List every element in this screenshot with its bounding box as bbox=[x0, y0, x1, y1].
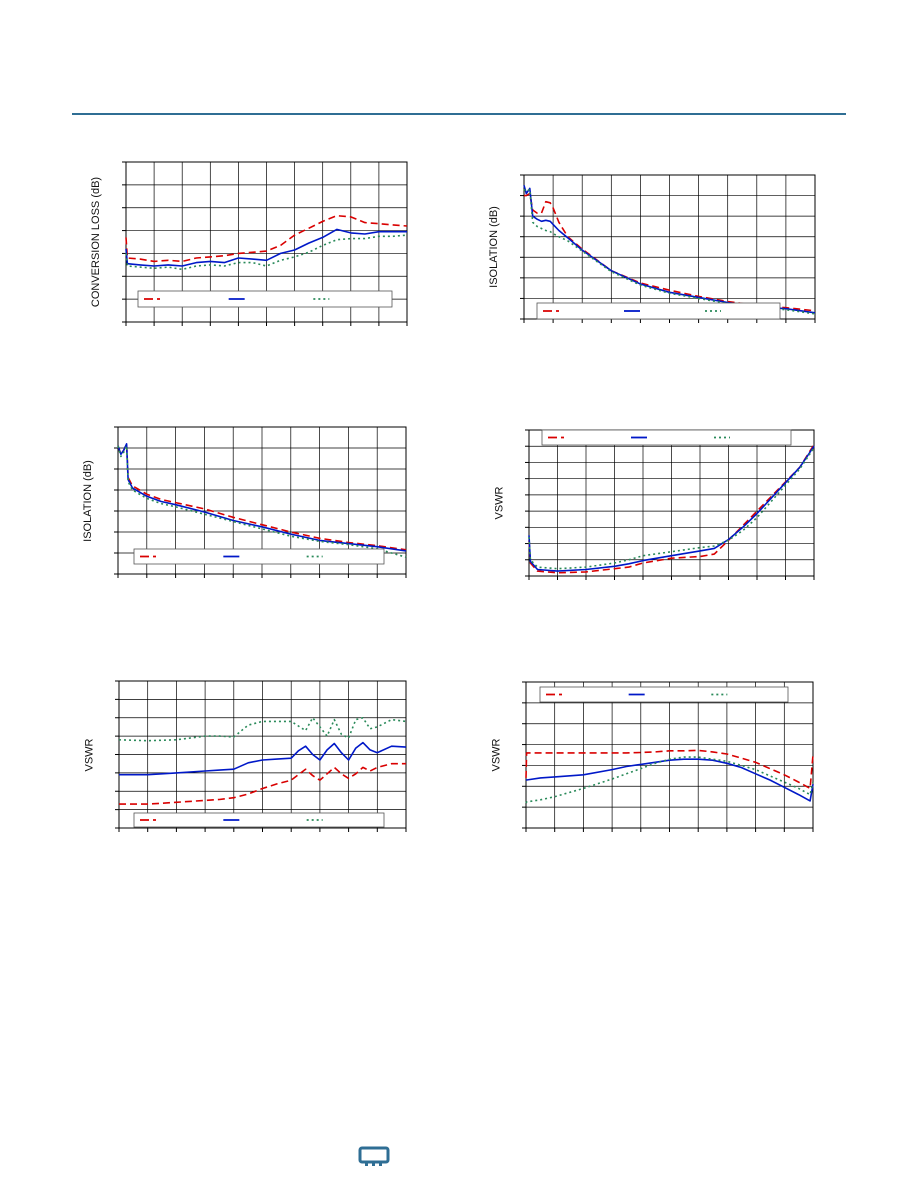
legend-box bbox=[541, 429, 792, 446]
legend-box bbox=[536, 302, 781, 320]
legend-box bbox=[539, 686, 789, 703]
series-line-3 bbox=[125, 234, 408, 271]
header-rule bbox=[72, 113, 846, 115]
chart-vswr-upper: VSWR bbox=[488, 420, 828, 590]
series-line-2 bbox=[117, 442, 407, 552]
chart-svg bbox=[525, 429, 815, 580]
y-axis-label: VSWR bbox=[493, 486, 505, 520]
series-line-2 bbox=[119, 741, 407, 776]
y-axis-label: ISOLATION (dB) bbox=[487, 206, 500, 288]
company-logo-icon bbox=[358, 1146, 390, 1173]
series-line-1 bbox=[525, 749, 814, 790]
series-line-2 bbox=[528, 445, 815, 572]
y-axis-label: ISOLATION (dB) bbox=[81, 459, 94, 542]
series-line-2 bbox=[125, 228, 407, 267]
legend-box bbox=[137, 290, 393, 308]
series-line-1 bbox=[117, 442, 407, 551]
series-line-3 bbox=[117, 445, 407, 558]
y-axis-label: VSWR bbox=[490, 738, 502, 772]
series-line-1 bbox=[119, 762, 406, 805]
chart-vswr-lower-left: VSWR bbox=[78, 670, 418, 840]
chart-svg bbox=[522, 681, 814, 832]
series-line-1 bbox=[528, 444, 815, 574]
y-axis-label: CONVERSION LOSS (dB) bbox=[90, 176, 103, 308]
series-line-3 bbox=[118, 716, 407, 742]
chart-svg bbox=[122, 161, 408, 326]
chart-vswr-lower-right: VSWR bbox=[488, 670, 828, 840]
chart-conversion-loss: CONVERSION LOSS (dB) bbox=[80, 150, 420, 335]
chart-svg bbox=[115, 680, 407, 832]
series-line-2 bbox=[525, 758, 814, 802]
series-line-1 bbox=[524, 192, 816, 312]
legend-box bbox=[133, 548, 385, 565]
chart-isolation-upper: ISOLATION (dB) bbox=[488, 160, 828, 330]
chart-svg bbox=[114, 426, 407, 578]
legend-box bbox=[133, 812, 385, 828]
y-axis-label: VSWR bbox=[83, 738, 95, 771]
chart-svg bbox=[520, 174, 816, 323]
series-line-2 bbox=[523, 185, 816, 314]
series-line-3 bbox=[525, 756, 814, 804]
chart-isolation-lower: ISOLATION (dB) bbox=[78, 415, 418, 585]
